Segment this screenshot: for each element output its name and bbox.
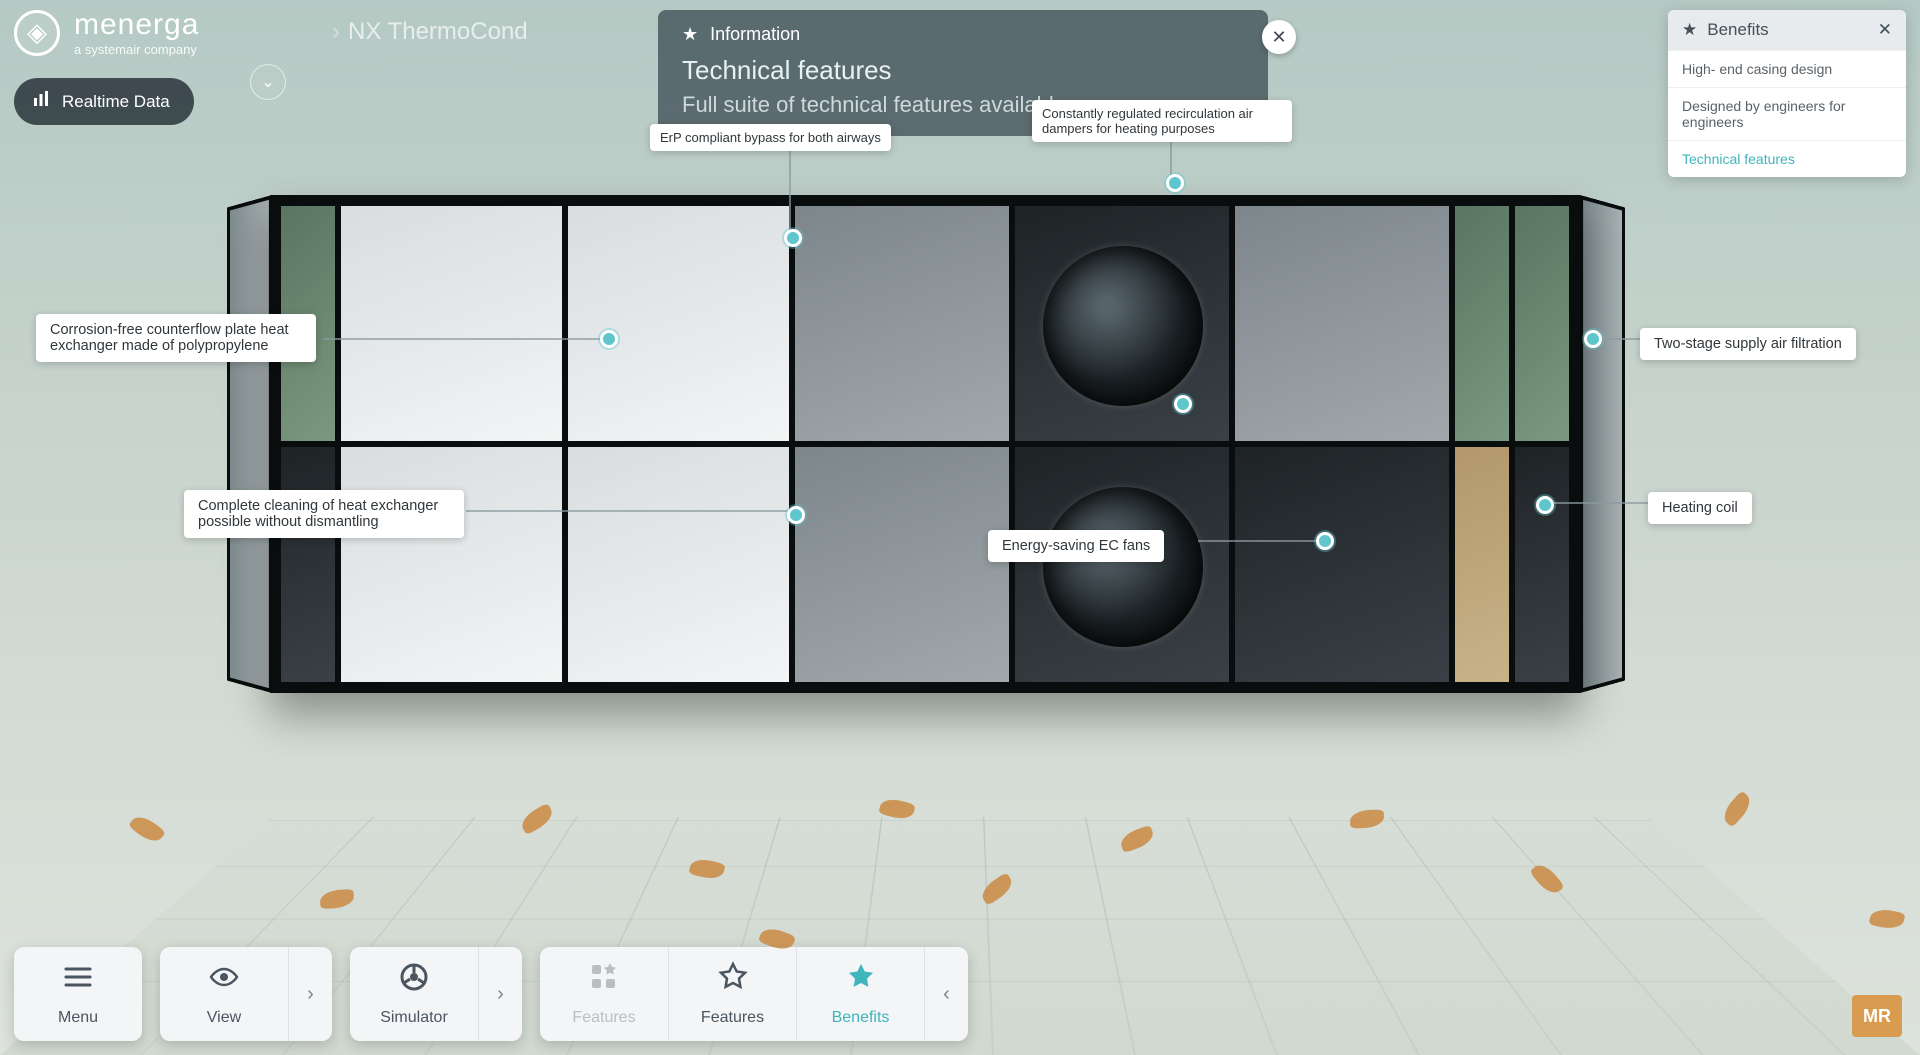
benefits-panel: ★ Benefits ✕ High- end casing design Des… <box>1668 10 1906 177</box>
unit-cell <box>1452 203 1512 444</box>
unit-cell <box>565 203 792 444</box>
fan-icon <box>1043 487 1203 647</box>
unit-cell <box>278 444 338 685</box>
unit-cell <box>565 444 792 685</box>
leaf-decoration <box>1719 790 1755 827</box>
logo-subtitle: a systemair company <box>74 42 199 57</box>
steering-wheel-icon <box>398 961 430 1001</box>
info-close-button[interactable]: ✕ <box>1262 20 1296 54</box>
benefits-item-casing[interactable]: High- end casing design <box>1668 50 1906 87</box>
benefits-title: Benefits <box>1707 20 1768 40</box>
logo-area: ◈ menerga a systemair company <box>14 8 199 57</box>
eye-icon <box>208 961 240 1001</box>
hotspot-dot[interactable] <box>1584 330 1602 348</box>
menu-button[interactable]: Menu <box>14 947 142 1041</box>
benefits-button[interactable]: Benefits <box>796 947 924 1041</box>
hotspot-dot[interactable] <box>1536 496 1554 514</box>
chevron-down-icon: ⌄ <box>261 72 274 92</box>
fan-icon <box>1043 246 1203 406</box>
corner-badge[interactable]: MR <box>1852 995 1902 1037</box>
close-icon: ✕ <box>1271 27 1286 48</box>
unit-cell <box>792 203 1012 444</box>
chevron-right-icon: › <box>497 983 504 1006</box>
grid-star-icon <box>588 961 620 1001</box>
benefits-item-technical[interactable]: Technical features <box>1668 140 1906 177</box>
unit-cell <box>1012 203 1232 444</box>
breadcrumb-label: NX ThermoCond <box>348 18 528 46</box>
hotspot-dot[interactable] <box>1166 174 1184 192</box>
menu-icon <box>62 961 94 1001</box>
chevron-right-icon: › <box>332 18 340 46</box>
realtime-label: Realtime Data <box>62 92 170 112</box>
chevron-right-icon: › <box>307 983 314 1006</box>
logo-mark-icon: ◈ <box>14 10 60 56</box>
benefits-header: ★ Benefits ✕ <box>1668 10 1906 50</box>
leader-line <box>466 510 788 512</box>
simulator-button[interactable]: Simulator <box>350 947 478 1041</box>
benefits-close-button[interactable]: ✕ <box>1878 20 1892 40</box>
features-button[interactable]: Features <box>668 947 796 1041</box>
unit-door-right <box>1580 195 1625 693</box>
unit-cell <box>1452 444 1512 685</box>
leaf-decoration <box>1869 907 1906 931</box>
leader-line <box>323 338 601 340</box>
bottom-toolbar: Menu View › Simulator › Featur <box>14 947 968 1041</box>
simulator-label: Simulator <box>380 1009 448 1027</box>
callout-filtration: Two-stage supply air filtration <box>1640 328 1856 360</box>
menu-label: Menu <box>58 1009 98 1027</box>
benefits-label: Benefits <box>832 1009 890 1027</box>
callout-erp: ErP compliant bypass for both airways <box>650 124 891 151</box>
hotspot-dot[interactable] <box>1316 532 1334 550</box>
callout-ec-fans: Energy-saving EC fans <box>988 530 1164 562</box>
info-title: Technical features <box>682 55 1244 86</box>
callout-dampers: Constantly regulated recirculation air d… <box>1032 100 1292 142</box>
features-button-disabled[interactable]: Features <box>540 947 668 1041</box>
unit-cell <box>338 444 565 685</box>
breadcrumb[interactable]: › NX ThermoCond <box>332 18 528 46</box>
simulator-next-button[interactable]: › <box>478 947 522 1041</box>
info-header-label: Information <box>710 24 800 45</box>
realtime-expand-button[interactable]: ⌄ <box>250 64 286 100</box>
realtime-data-button[interactable]: Realtime Data <box>14 78 194 125</box>
logo-primary: menerga <box>74 8 199 42</box>
callout-counterflow: Corrosion-free counterflow plate heat ex… <box>36 314 316 362</box>
hvac-unit-3d[interactable] <box>270 195 1580 693</box>
unit-cell <box>1232 444 1452 685</box>
unit-cell <box>792 444 1012 685</box>
star-icon: ★ <box>682 24 698 45</box>
callout-heating-coil: Heating coil <box>1648 492 1752 524</box>
bar-chart-icon <box>32 90 50 113</box>
star-filled-icon <box>845 961 877 1001</box>
hotspot-dot[interactable] <box>600 330 618 348</box>
unit-cell <box>1232 203 1452 444</box>
hotspot-dot[interactable] <box>784 229 802 247</box>
chevron-left-icon: ‹ <box>943 983 950 1006</box>
hotspot-dot[interactable] <box>787 506 805 524</box>
unit-cell <box>338 203 565 444</box>
leader-line <box>789 138 791 230</box>
view-label: View <box>207 1009 241 1027</box>
view-next-button[interactable]: › <box>288 947 332 1041</box>
unit-cell <box>1512 203 1572 444</box>
star-icon: ★ <box>1682 20 1697 40</box>
callout-cleaning: Complete cleaning of heat exchanger poss… <box>184 490 464 538</box>
features-prev-button[interactable]: ‹ <box>924 947 968 1041</box>
features-label: Features <box>572 1009 635 1027</box>
star-outline-icon <box>717 961 749 1001</box>
features-label: Features <box>701 1009 764 1027</box>
leader-line <box>1546 502 1650 504</box>
unit-cell <box>1512 444 1572 685</box>
unit-door-left <box>227 195 272 693</box>
view-button[interactable]: View <box>160 947 288 1041</box>
benefits-item-engineers[interactable]: Designed by engineers for engineers <box>1668 87 1906 140</box>
leaf-decoration <box>128 812 166 847</box>
hotspot-dot[interactable] <box>1174 395 1192 413</box>
unit-cell <box>1012 444 1232 685</box>
leader-line <box>1198 540 1318 542</box>
